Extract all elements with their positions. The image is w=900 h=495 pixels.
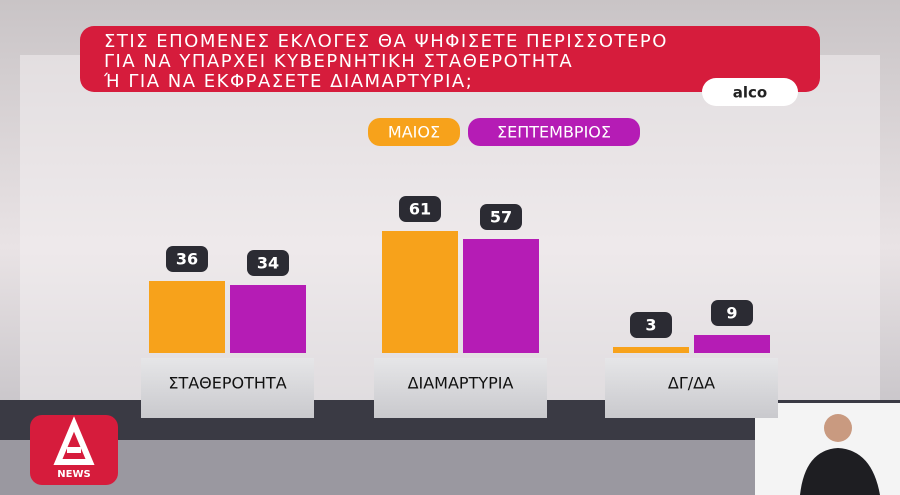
title-banner [80,26,820,92]
value-label: 61 [409,200,431,219]
body [800,448,880,495]
floor [0,440,900,495]
bar [463,239,539,353]
category-label: ΔΓ/ΔΑ [668,374,715,393]
legend-label: ΜΑΙΟΣ [388,123,440,142]
bar [694,335,770,353]
pedestal [141,358,314,418]
value-pill [711,300,753,326]
title-line: ΣΤΙΣ ΕΠΟΜΕΝΕΣ ΕΚΛΟΓΕΣ ΘΑ ΨΗΦΙΣΕΤΕ ΠΕΡΙΣΣ… [104,31,668,52]
title-line: Ή ΓΙΑ ΝΑ ΕΚΦΡΑΣΕΤΕ ΔΙΑΜΑΡΤΥΡΙΑ; [103,71,473,92]
value-label: 9 [726,304,737,323]
value-pill [399,196,441,222]
bar [230,285,306,353]
value-label: 36 [176,250,198,269]
title-line: ΓΙΑ ΝΑ ΥΠΑΡΧΕΙ ΚΥΒΕΡΝΗΤΙΚΗ ΣΤΑΘΕΡΟΤΗΤΑ [104,51,573,72]
legend-swatch [368,118,460,146]
source-pill [702,78,798,106]
value-label: 3 [645,316,656,335]
signer-inset [755,403,900,495]
bar [613,347,689,353]
category-label: ΔΙΑΜΑΡΤΥΡΙΑ [408,374,514,393]
value-label: 34 [257,254,279,273]
pedestal [374,358,547,418]
value-label: 57 [490,208,512,227]
legend-label: ΣΕΠΤΕΜΒΡΙΟΣ [497,123,611,142]
value-pill [630,312,672,338]
legend-swatch [468,118,640,146]
head [824,414,852,442]
value-pill [480,204,522,230]
logo: NEWS [30,415,118,485]
logo-text: NEWS [57,469,90,480]
bar [382,231,458,353]
source: alco [733,84,767,102]
value-pill [247,250,289,276]
logo-mark [53,416,95,465]
category-label: ΣΤΑΘΕΡΟΤΗΤΑ [168,374,286,393]
value-pill [166,246,208,272]
bar [149,281,225,353]
pedestal [605,358,778,418]
